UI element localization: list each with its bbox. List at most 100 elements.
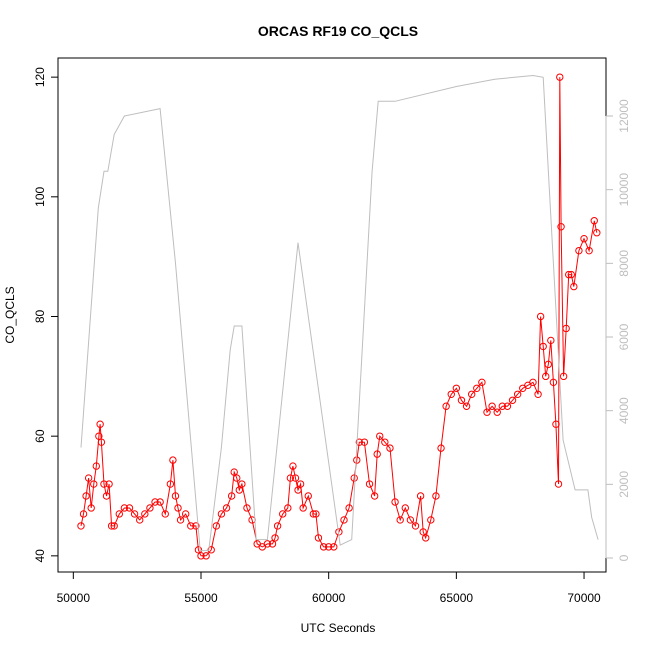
data-point (194, 546, 203, 554)
data-point (542, 372, 550, 381)
data-point (130, 510, 139, 518)
data-point (365, 480, 374, 488)
data-point (575, 246, 583, 255)
data-point (508, 396, 517, 404)
data-point (562, 324, 570, 333)
data-point (110, 522, 118, 530)
data-point (289, 462, 297, 470)
y2-tick-label: 12000 (617, 99, 631, 133)
data-point (386, 444, 394, 452)
data-point (105, 480, 113, 488)
data-point (181, 510, 190, 518)
data-point (271, 534, 279, 542)
data-point (107, 522, 116, 530)
data-point (314, 534, 323, 542)
data-point (233, 474, 241, 482)
data-point (452, 384, 461, 393)
chart-title: ORCAS RF19 CO_QCLS (258, 23, 418, 39)
data-point (557, 223, 565, 231)
data-point (340, 516, 348, 524)
data-point (115, 510, 123, 518)
data-point (593, 229, 601, 237)
data-point (82, 492, 90, 500)
data-point (556, 73, 564, 81)
y2-tick-label: 0 (617, 554, 631, 561)
data-point (299, 504, 307, 512)
data-point (324, 543, 333, 551)
data-point (90, 480, 98, 488)
data-point (125, 504, 134, 512)
data-point (565, 270, 573, 279)
data-point (92, 462, 101, 470)
data-point (284, 504, 292, 512)
data-point (350, 474, 358, 482)
data-point (406, 516, 415, 524)
data-point (279, 510, 287, 518)
data-point (370, 492, 379, 500)
data-point (161, 510, 169, 518)
data-point (381, 438, 389, 446)
data-point (396, 516, 404, 524)
data-point (156, 498, 164, 506)
data-point (570, 282, 578, 291)
data-point (171, 492, 180, 500)
data-point (192, 522, 200, 530)
data-point (120, 504, 129, 512)
data-point (291, 474, 300, 482)
data-point (243, 504, 251, 512)
data-point (77, 522, 85, 530)
x-tick-label: 60000 (312, 591, 346, 605)
x-axis-label: UTC Seconds (301, 621, 376, 635)
data-point (312, 510, 320, 518)
data-point (141, 510, 149, 518)
data-point (222, 504, 231, 512)
data-point (432, 492, 440, 500)
data-point (529, 378, 537, 387)
data-point (419, 528, 427, 536)
data-point (590, 217, 598, 225)
data-point (202, 552, 210, 560)
data-point (457, 396, 466, 404)
data-point (176, 516, 185, 524)
data-point (355, 438, 364, 446)
y-tick-label: 40 (33, 549, 47, 563)
data-point (554, 480, 563, 488)
data-point (483, 408, 491, 416)
data-point (559, 372, 568, 381)
data-point (437, 444, 445, 452)
data-point (547, 336, 555, 345)
data-point (304, 492, 312, 500)
data-point (373, 450, 381, 458)
data-point (376, 432, 384, 440)
data-point (296, 480, 305, 488)
data-point (100, 480, 108, 488)
data-point (416, 492, 425, 500)
series-line (80, 74, 599, 552)
data-point (268, 540, 277, 548)
data-point (345, 504, 353, 512)
data-point (79, 510, 88, 518)
data-point (401, 504, 409, 512)
data-point (238, 480, 246, 488)
x-tick-label: 50000 (57, 591, 91, 605)
x-tick-label: 55000 (184, 591, 218, 605)
y2-tick-label: 4000 (617, 397, 631, 424)
data-point (84, 474, 93, 482)
data-point (539, 342, 547, 351)
data-point (136, 516, 144, 524)
data-point (97, 438, 106, 446)
y2-tick-label: 8000 (617, 250, 631, 277)
data-point (166, 480, 175, 488)
data-point (585, 246, 593, 255)
y-axis-label: CO_QCLS (3, 286, 17, 343)
y2-tick-label: 2000 (617, 471, 631, 498)
data-point (478, 378, 486, 387)
data-point (462, 402, 471, 410)
data-point (187, 522, 195, 530)
data-point (544, 360, 552, 369)
data-point (488, 402, 496, 410)
y-tick-label: 80 (33, 310, 47, 324)
data-point (549, 378, 558, 387)
data-point (493, 408, 501, 416)
data-point (411, 522, 420, 530)
